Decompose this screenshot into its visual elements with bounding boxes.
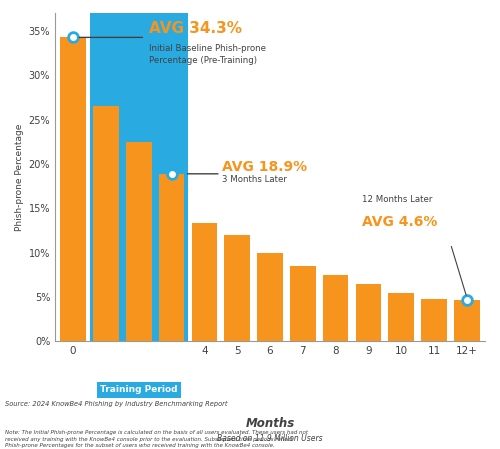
Text: Source: 2024 KnowBe4 Phishing by Industry Benchmarking Report: Source: 2024 KnowBe4 Phishing by Industr… [5, 401, 228, 407]
Bar [388, 292, 414, 341]
Y-axis label: Phish-prone Percentage: Phish-prone Percentage [16, 123, 24, 231]
Bar [356, 284, 382, 341]
Text: Initial Baseline Phish-prone
Percentage (Pre-Training): Initial Baseline Phish-prone Percentage … [148, 44, 266, 65]
Bar [192, 223, 217, 341]
Bar [290, 266, 316, 341]
Text: 3 Months Later: 3 Months Later [222, 175, 288, 184]
Bar [454, 300, 479, 341]
Bar [93, 106, 118, 341]
Text: AVG 18.9%: AVG 18.9% [222, 160, 308, 174]
Bar [257, 253, 283, 341]
Bar [90, 13, 188, 341]
Bar [422, 299, 447, 341]
Text: 12 Months Later: 12 Months Later [362, 195, 432, 204]
Text: Training Period: Training Period [100, 385, 178, 395]
Bar [126, 142, 152, 341]
Text: Months: Months [246, 417, 294, 430]
Text: AVG 34.3%: AVG 34.3% [148, 21, 242, 35]
Text: Based on 11.9 Million Users: Based on 11.9 Million Users [217, 434, 323, 443]
Text: Note: The Initial Phish-prone Percentage is calculated on the basis of all users: Note: The Initial Phish-prone Percentage… [5, 430, 308, 448]
Bar [224, 235, 250, 341]
Bar [158, 174, 184, 341]
Bar [60, 37, 86, 341]
Text: AVG 4.6%: AVG 4.6% [362, 216, 438, 229]
Bar [323, 275, 348, 341]
